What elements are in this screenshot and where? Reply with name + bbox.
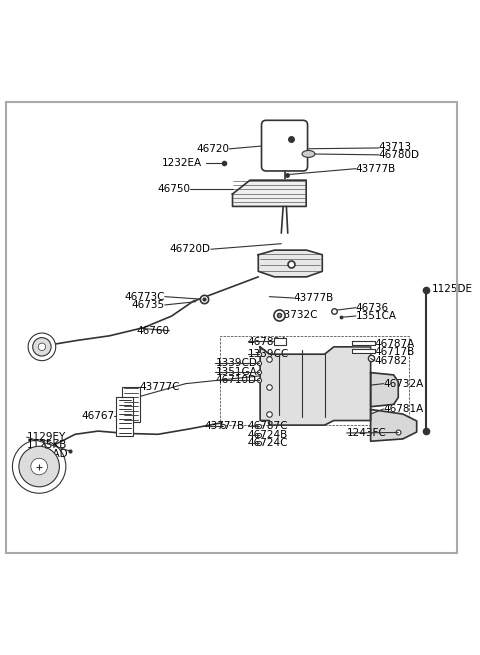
Text: 46767: 46767 [81,411,114,421]
Text: 43777B: 43777B [356,164,396,174]
Text: 43732C: 43732C [277,310,318,320]
FancyBboxPatch shape [117,397,133,436]
Polygon shape [371,409,417,441]
Text: 1125DE: 1125DE [432,284,473,294]
Text: 46736: 46736 [356,303,389,312]
Circle shape [28,333,56,361]
FancyBboxPatch shape [122,387,141,422]
Polygon shape [371,373,398,407]
Text: 46724B: 46724B [248,430,288,440]
Text: 46750: 46750 [157,184,190,195]
Circle shape [33,337,51,356]
Circle shape [38,343,46,350]
FancyBboxPatch shape [262,121,308,171]
Text: 46780D: 46780D [379,150,420,160]
Text: 46787A: 46787A [374,339,415,349]
Circle shape [12,440,66,493]
Polygon shape [232,180,306,206]
Text: 1351CA: 1351CA [356,311,397,321]
Text: 46773C: 46773C [124,291,165,302]
Circle shape [19,446,60,487]
Text: 1339CD: 1339CD [216,358,257,368]
Text: 1129EY: 1129EY [27,432,66,442]
Text: 1243FC: 1243FC [347,428,386,438]
Text: 43777C: 43777C [140,383,180,392]
Text: 1125AD: 1125AD [27,449,68,458]
Text: 46782: 46782 [374,356,408,365]
Text: 46760: 46760 [136,326,169,336]
Text: 43777B: 43777B [294,293,334,303]
Polygon shape [352,348,375,353]
Text: 46783A: 46783A [248,337,288,346]
Text: 43713: 43713 [379,141,412,151]
Text: 46720: 46720 [196,144,229,154]
Text: 43777B: 43777B [204,421,244,432]
Text: 46735: 46735 [132,300,165,310]
Text: 46732A: 46732A [384,379,424,388]
Circle shape [31,458,48,475]
Ellipse shape [302,151,315,157]
Text: 46717B: 46717B [374,347,415,358]
Text: 1232EA: 1232EA [162,158,202,168]
Text: 46787C: 46787C [248,421,288,432]
Polygon shape [352,341,375,345]
Text: 46710D: 46710D [216,375,256,385]
Polygon shape [260,347,371,425]
Text: 46724C: 46724C [248,438,288,448]
Text: 46781A: 46781A [384,404,424,414]
Polygon shape [258,250,322,277]
Text: 1351GA: 1351GA [216,367,257,377]
Text: 1125KB: 1125KB [27,440,67,451]
Polygon shape [274,338,286,345]
Text: 46720D: 46720D [170,244,211,254]
Text: 1339CC: 1339CC [248,348,289,359]
